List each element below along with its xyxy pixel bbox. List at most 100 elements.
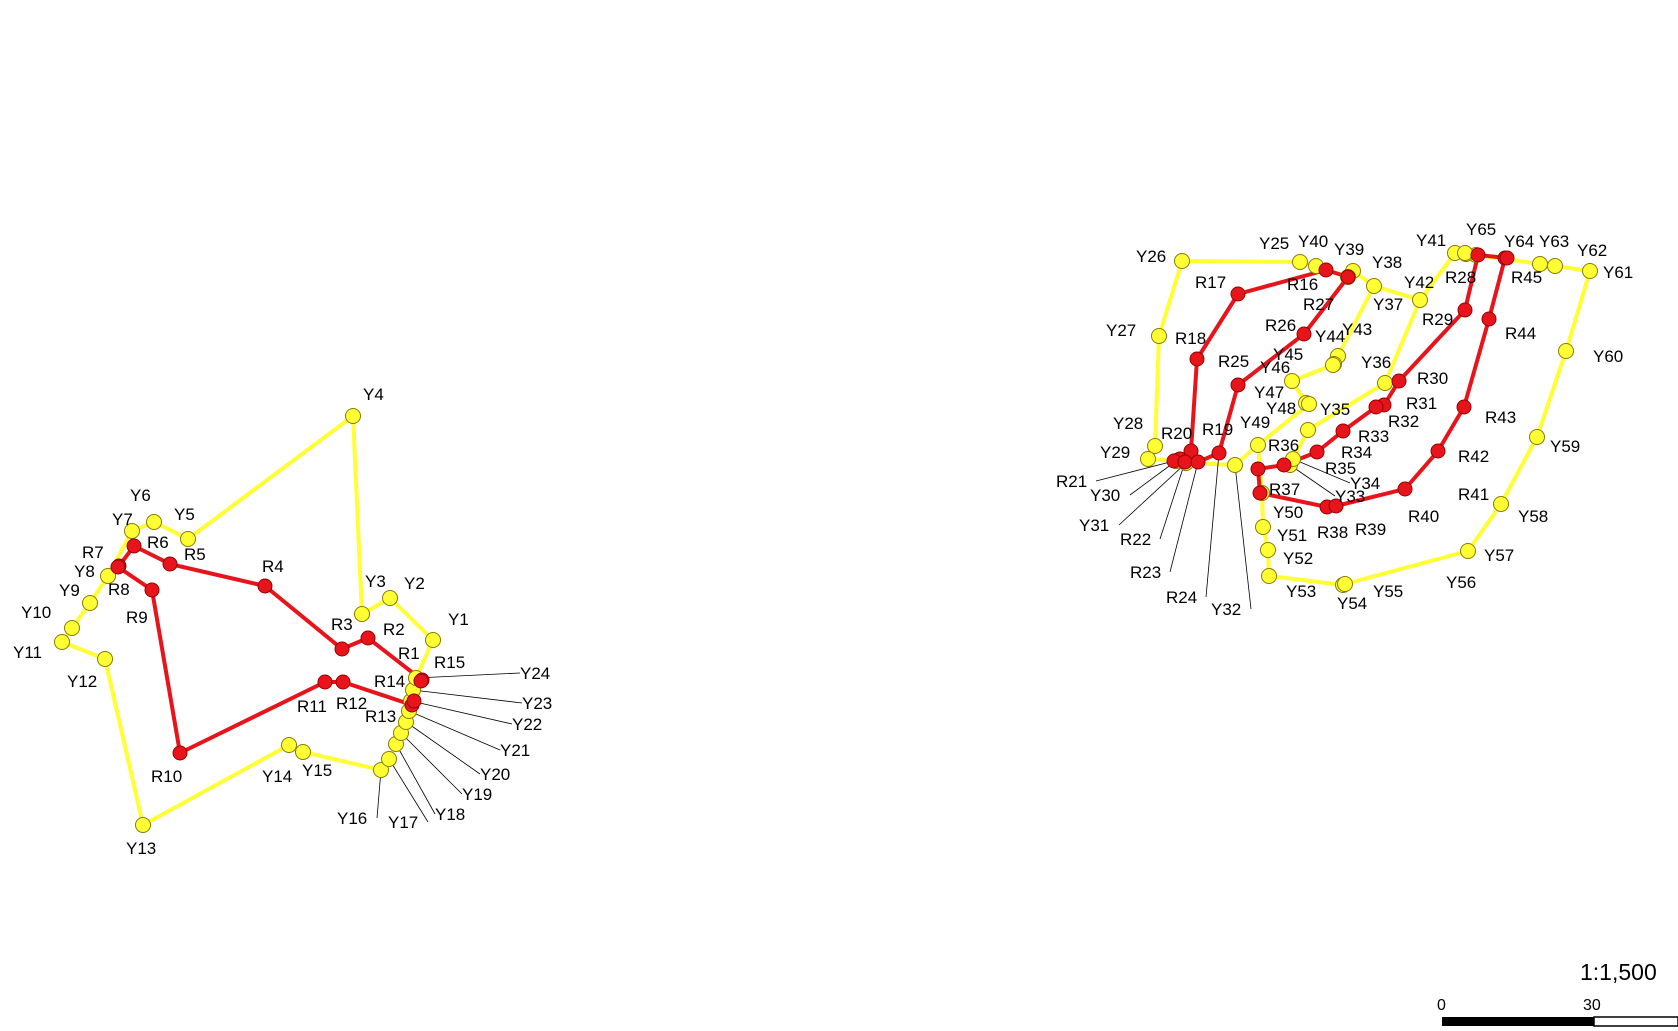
label-r8: R8 [108, 580, 130, 599]
label-y10: Y10 [21, 603, 51, 622]
leader-y30 [1129, 460, 1177, 496]
label-r29: R29 [1422, 310, 1453, 329]
point-r42 [1456, 399, 1472, 415]
label-r17: R17 [1195, 273, 1226, 292]
point-y59 [1558, 343, 1574, 359]
label-r31: R31 [1406, 394, 1437, 413]
label-y31: Y31 [1079, 516, 1109, 535]
label-r37: R37 [1269, 480, 1300, 499]
point-r33 [1335, 423, 1351, 439]
point-y4 [345, 408, 361, 424]
label-y21: Y21 [500, 741, 530, 760]
leader-r24 [1205, 452, 1220, 598]
label-y18: Y18 [435, 805, 465, 824]
label-r10: R10 [151, 767, 182, 786]
point-r24 [1211, 445, 1227, 461]
label-r12: R12 [336, 694, 367, 713]
label-y38: Y38 [1372, 253, 1402, 272]
label-y28: Y28 [1113, 414, 1143, 433]
point-y8 [100, 568, 116, 584]
label-y59: Y59 [1550, 437, 1580, 456]
point-r26 [1296, 326, 1312, 342]
point-y9 [82, 595, 98, 611]
point-y61 [1547, 258, 1563, 274]
label-y26: Y26 [1136, 247, 1166, 266]
point-r25 [1230, 377, 1246, 393]
leader-y23 [412, 689, 523, 704]
point-y26 [1174, 253, 1190, 269]
label-y47: Y47 [1254, 383, 1284, 402]
leader-y21 [408, 710, 501, 751]
label-y33: Y33 [1335, 487, 1365, 506]
label-y51: Y51 [1277, 526, 1307, 545]
point-y7 [124, 523, 140, 539]
point-y16 [373, 762, 389, 778]
label-r40: R40 [1408, 507, 1439, 526]
label-y2: Y2 [404, 574, 425, 593]
leader-y33 [1289, 464, 1336, 497]
label-y30: Y30 [1090, 486, 1120, 505]
label-y41: Y41 [1416, 231, 1446, 250]
label-r23: R23 [1130, 563, 1161, 582]
point-y45 [1325, 357, 1341, 373]
leader-y20 [405, 721, 481, 775]
label-r1: R1 [398, 644, 420, 663]
label-y55: Y55 [1373, 582, 1403, 601]
scale-ratio: 1:1,500 [1580, 959, 1657, 985]
label-y11: Y11 [13, 643, 42, 662]
label-r25: R25 [1218, 352, 1249, 371]
point-r32 [1368, 399, 1384, 415]
point-y25 [1292, 254, 1308, 270]
label-r45: R45 [1511, 268, 1542, 287]
point-y56 [1460, 543, 1476, 559]
point-y32 [1227, 457, 1243, 473]
label-r36: R36 [1268, 436, 1299, 455]
point-r34 [1309, 444, 1325, 460]
label-y5: Y5 [174, 505, 195, 524]
label-y42: Y42 [1404, 273, 1434, 292]
label-y44: Y44 [1315, 327, 1345, 346]
label-r34: R34 [1341, 443, 1372, 462]
label-y54: Y54 [1337, 594, 1367, 613]
label-y56: Y56 [1446, 573, 1476, 592]
point-y5 [180, 531, 196, 547]
label-r44: R44 [1505, 324, 1536, 343]
label-y61: Y61 [1603, 263, 1633, 282]
point-r5 [162, 556, 178, 572]
point-r37 [1252, 485, 1268, 501]
point-y3 [354, 606, 370, 622]
point-r35 [1276, 457, 1292, 473]
point-y55 [1337, 576, 1353, 592]
label-r22: R22 [1120, 530, 1151, 549]
point-y10 [64, 620, 80, 636]
label-y32: Y32 [1211, 600, 1241, 619]
point-r40 [1397, 481, 1413, 497]
label-y63: Y63 [1539, 232, 1569, 251]
point-y46 [1284, 373, 1300, 389]
point-y35 [1300, 422, 1316, 438]
label-r21: R21 [1056, 472, 1087, 491]
label-y8: Y8 [74, 562, 95, 581]
label-y9: Y9 [59, 581, 80, 600]
label-y43: Y43 [1342, 320, 1372, 339]
label-y36: Y36 [1361, 353, 1391, 372]
label-y35: Y35 [1320, 400, 1350, 419]
point-r14 [406, 693, 422, 709]
label-r26: R26 [1265, 316, 1296, 335]
label-y1: Y1 [448, 610, 469, 629]
point-y48 [1301, 396, 1317, 412]
leader-y31 [1118, 462, 1187, 526]
label-r20: R20 [1161, 424, 1192, 443]
label-r14: R14 [374, 672, 405, 691]
leader-y22 [410, 700, 513, 725]
label-y25: Y25 [1259, 234, 1289, 253]
point-r6 [126, 538, 142, 554]
leader-y32 [1234, 464, 1252, 610]
label-y65: Y65 [1466, 220, 1496, 239]
label-r39: R39 [1355, 520, 1386, 539]
point-r11 [317, 674, 333, 690]
label-y22: Y22 [512, 715, 542, 734]
label-y49: Y49 [1240, 413, 1270, 432]
leader-r22 [1159, 461, 1186, 540]
